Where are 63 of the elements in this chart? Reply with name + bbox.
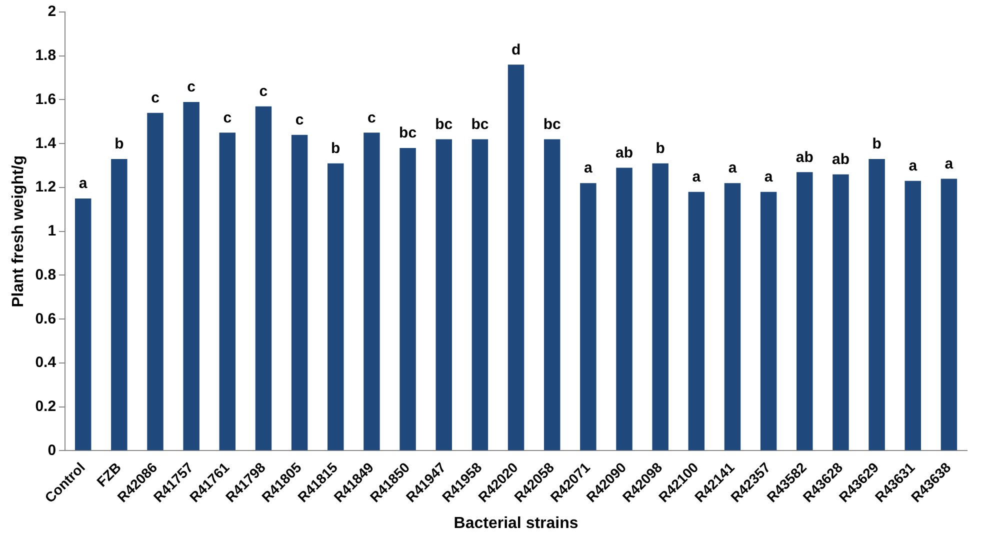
bar <box>183 102 200 450</box>
y-tick-label: 2 <box>48 3 56 20</box>
y-tick-label: 0.2 <box>35 398 56 415</box>
annotation: ab <box>832 150 850 168</box>
bar <box>544 139 560 450</box>
bar <box>832 174 849 450</box>
bar <box>652 163 668 450</box>
y-tick-label: 0.4 <box>35 354 57 372</box>
annotation: d <box>511 41 521 58</box>
annotation: bc <box>471 116 489 133</box>
y-tick-label: 1 <box>48 222 56 240</box>
annotation: a <box>584 160 594 177</box>
y-tick-label: 0.6 <box>35 310 56 328</box>
bar <box>508 64 524 450</box>
bar <box>760 192 777 450</box>
bar <box>688 192 705 450</box>
bar <box>436 139 452 450</box>
y-tick-label: 0.8 <box>35 266 56 284</box>
annotation: c <box>187 78 196 96</box>
bar <box>147 112 164 450</box>
bar <box>328 163 344 450</box>
bar <box>400 148 416 450</box>
bar <box>616 168 632 450</box>
annotation: a <box>692 168 702 186</box>
annotation: c <box>295 111 304 128</box>
annotation: a <box>944 155 954 172</box>
bar <box>74 198 92 450</box>
bar <box>291 134 308 450</box>
bar <box>580 183 596 450</box>
bar <box>364 132 380 450</box>
annotation: bc <box>435 116 453 133</box>
bar <box>796 172 813 450</box>
bar <box>904 180 921 450</box>
bar <box>255 106 272 450</box>
annotation: ab <box>616 144 634 162</box>
annotation: c <box>259 82 268 100</box>
bar <box>940 178 958 450</box>
annotation: ab <box>796 148 814 166</box>
bar <box>724 183 741 450</box>
bar <box>111 158 128 450</box>
annotation: c <box>223 109 232 126</box>
annotation: b <box>656 140 665 158</box>
annotation: b <box>331 140 340 158</box>
y-tick-label: 1.4 <box>35 134 57 152</box>
y-tick-label: 1.2 <box>35 178 56 196</box>
annotation: c <box>151 90 160 107</box>
annotation: c <box>368 109 376 126</box>
annotation: b <box>114 136 124 153</box>
bar <box>868 158 885 450</box>
x-axis-title: Bacterial strains <box>454 514 578 532</box>
bar <box>219 132 236 450</box>
bar <box>472 139 488 450</box>
y-tick-label: 1.8 <box>35 47 56 64</box>
y-axis-title: Plant fresh weight/g <box>10 155 28 308</box>
annotation: b <box>872 136 882 153</box>
annotation: a <box>728 160 738 177</box>
annotation: a <box>78 175 88 192</box>
y-tick-label: 0 <box>48 442 56 459</box>
annotation: bc <box>399 124 417 142</box>
y-tick-label: 1.6 <box>35 90 56 108</box>
annotation: bc <box>543 116 561 133</box>
annotation: a <box>764 168 774 186</box>
annotation: a <box>908 158 918 175</box>
